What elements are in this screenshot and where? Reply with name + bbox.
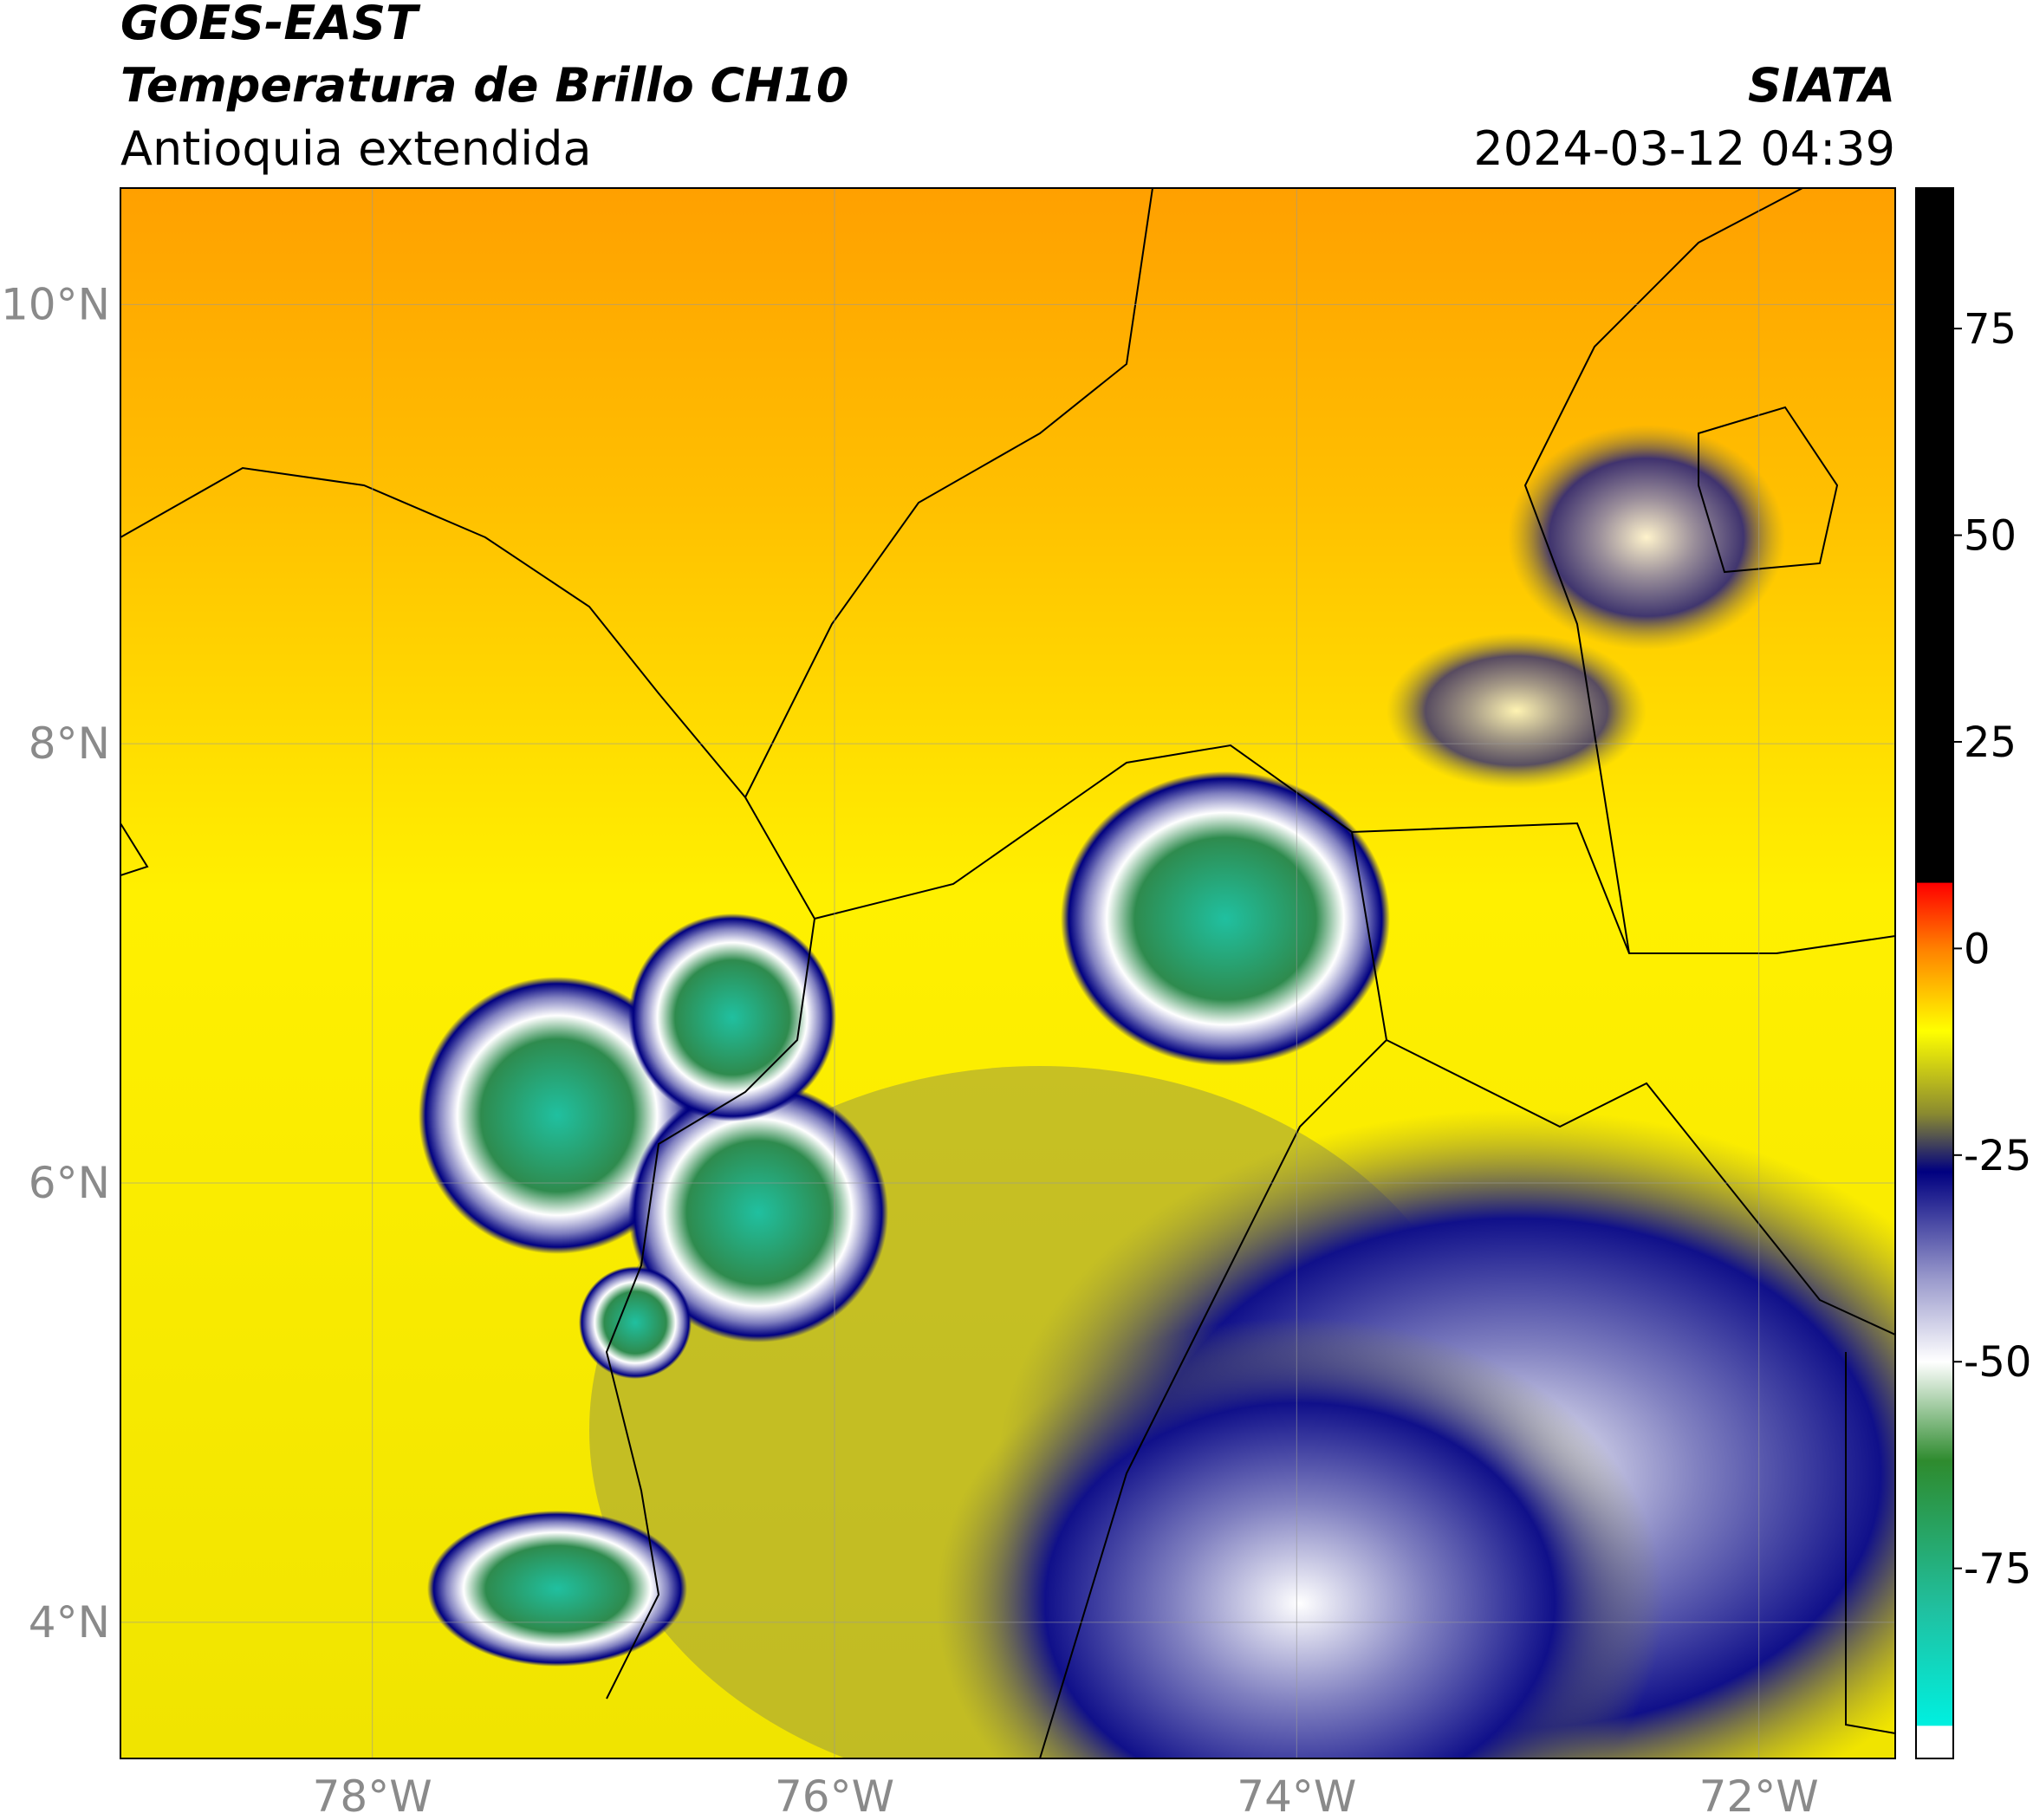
y-tick-label: 10°N — [1, 279, 110, 329]
colorbar-tick-label: 25 — [1964, 718, 2017, 767]
colorbar-tick-label: 50 — [1964, 512, 2017, 561]
colorbar-tick-label: 0 — [1964, 925, 1991, 973]
colorbar-tick-label: -75 — [1964, 1545, 2031, 1594]
colorbar-tick-label: -50 — [1964, 1338, 2031, 1387]
map-image — [120, 188, 1895, 1758]
graticule: 78°W 76°W 74°W 72°W 10°N 8°N 6°N 4°N — [1, 188, 1895, 1820]
colorbar-tick-label: -25 — [1964, 1132, 2031, 1180]
product: Temperatura de Brillo CH10 — [120, 58, 849, 113]
y-tick-label: 6°N — [29, 1158, 110, 1208]
map-frame — [120, 187, 1896, 1759]
colorbar-scale — [1915, 187, 1954, 1759]
source: SIATA — [1748, 58, 1895, 113]
colorbar: 75 50 25 0 -25 -50 -75 — [1915, 187, 2031, 1759]
x-tick-label: 72°W — [1699, 1771, 1819, 1820]
colorbar-tick-label: 75 — [1964, 305, 2017, 354]
title: GOES-EAST — [120, 0, 421, 50]
region: Antioquia extendida — [120, 121, 592, 176]
x-tick-label: 76°W — [775, 1771, 894, 1820]
datetime: 2024-03-12 04:39 — [1473, 121, 1895, 176]
x-tick-label: 74°W — [1237, 1771, 1356, 1820]
y-tick-label: 4°N — [29, 1597, 110, 1648]
y-tick-label: 8°N — [29, 718, 110, 769]
x-tick-label: 78°W — [313, 1771, 432, 1820]
